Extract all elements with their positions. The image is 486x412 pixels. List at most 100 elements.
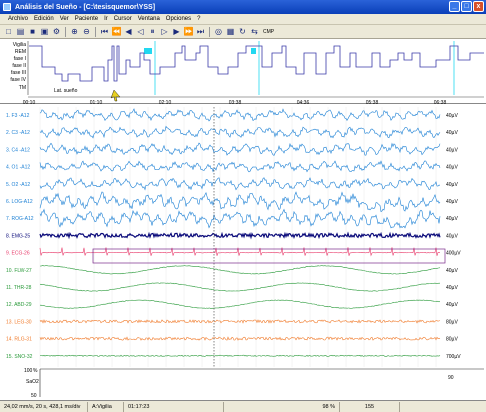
menu-ver[interactable]: Ver bbox=[59, 16, 69, 22]
channel-label[interactable]: 14. RLG-31 bbox=[6, 337, 32, 343]
menu-opciones[interactable]: Opciones bbox=[165, 16, 192, 22]
channel-trace bbox=[39, 299, 441, 309]
menu-ventana[interactable]: Ventana bbox=[137, 16, 160, 22]
open-icon[interactable]: ▤ bbox=[16, 27, 25, 36]
status-bar: 24,02 mm/s, 20 s, 428,1 ms/div A:Vigilia… bbox=[0, 400, 486, 412]
channel-unit: 80µV bbox=[446, 337, 458, 343]
close-button[interactable]: x bbox=[473, 1, 484, 12]
compare-icon[interactable]: ⇆ bbox=[251, 27, 258, 36]
sao2-top-value: 100 bbox=[24, 368, 33, 374]
status-time: 01:17:23 bbox=[124, 401, 224, 412]
zoom-out-icon[interactable]: ⊖ bbox=[83, 27, 90, 36]
channel-label[interactable]: 13. LEG-30 bbox=[6, 319, 32, 325]
menu-archivo[interactable]: Archivo bbox=[8, 16, 29, 22]
minimize-button[interactable]: _ bbox=[449, 1, 460, 12]
new-icon[interactable]: □ bbox=[6, 27, 11, 36]
latency-label: Lat. sueño bbox=[54, 88, 78, 94]
channel-trace bbox=[39, 231, 441, 240]
title-bar: Análisis del Sueño - [C:\tesisquemor\YSS… bbox=[0, 0, 486, 14]
back-icon[interactable]: ◁ bbox=[137, 27, 144, 36]
channel-trace bbox=[39, 282, 440, 292]
menu-bar: Archivo Edición Ver Paciente Ir Cursor V… bbox=[0, 14, 486, 25]
time-tick: 04:36 bbox=[297, 100, 310, 106]
menu-paciente[interactable]: Paciente bbox=[74, 16, 99, 22]
channel-trace bbox=[39, 177, 441, 191]
last-icon[interactable]: ⏭ bbox=[196, 26, 205, 36]
time-axis: 00:10 01:10 02:10 03:38 04:36 05:38 06:3… bbox=[23, 96, 484, 106]
channel-label[interactable]: 1. F3 -A12 bbox=[6, 113, 30, 119]
channel-unit: 40µV bbox=[446, 130, 458, 136]
prev-page-icon[interactable]: ⏪ bbox=[111, 27, 122, 36]
hypnogram-panel[interactable]: Vigilia REM fase I fase II fase III fase… bbox=[0, 39, 486, 104]
hypnogram-trace bbox=[29, 45, 484, 82]
channel-label[interactable]: 9. ECG-26 bbox=[6, 251, 30, 257]
channel-unit: 80µV bbox=[446, 319, 458, 325]
toolbar: □ ▤ ■ ▣ ⚙ ⊕ ⊖ ⏮ ⏪ ◀ ◁ ⏸ ▷ ▶ ⏩ ⏭ ◎ ▦ ↻ ⇆ … bbox=[0, 25, 486, 39]
channel-label[interactable]: 7. ROG-A12 bbox=[6, 216, 34, 222]
menu-edicion[interactable]: Edición bbox=[34, 16, 54, 22]
channel-label[interactable]: 8. EMG-25 bbox=[6, 233, 30, 239]
channel-trace bbox=[39, 319, 441, 324]
next-page-icon[interactable]: ⏩ bbox=[183, 27, 194, 36]
time-tick: 02:10 bbox=[159, 100, 172, 106]
stage-label-tm: TM bbox=[19, 85, 26, 91]
zoom-in-icon[interactable]: ⊕ bbox=[71, 27, 78, 36]
channel-trace bbox=[39, 336, 441, 341]
rem-marker bbox=[251, 48, 256, 54]
channel-unit: 40µV bbox=[446, 165, 458, 171]
channel-label[interactable]: 10. FLW-27 bbox=[6, 268, 32, 274]
cycle-icon[interactable]: ↻ bbox=[239, 27, 246, 36]
channel-trace bbox=[39, 142, 441, 156]
status-epoch: 155 bbox=[340, 401, 400, 412]
maximize-button[interactable]: □ bbox=[461, 1, 472, 12]
channel-unit: 40µV bbox=[446, 302, 458, 308]
time-tick: 03:38 bbox=[229, 100, 242, 106]
settings-icon[interactable]: ⚙ bbox=[52, 27, 61, 36]
stage-label-fase1: fase I bbox=[14, 56, 26, 62]
channel-label[interactable]: 6. LOG-A12 bbox=[6, 199, 33, 205]
first-icon[interactable]: ⏮ bbox=[100, 26, 109, 36]
channel-unit: 700µV bbox=[446, 354, 461, 360]
channel-label[interactable]: 4. O1 -A12 bbox=[6, 165, 30, 171]
cmp-label[interactable]: CMP bbox=[263, 28, 275, 35]
channel-unit: 40µV bbox=[446, 216, 458, 222]
fast-forward-icon[interactable]: ▶ bbox=[173, 27, 180, 36]
pause-icon[interactable]: ⏸ bbox=[150, 26, 155, 36]
channel-label[interactable]: 2. C3 -A12 bbox=[6, 130, 30, 136]
sao2-marker-value: 90 bbox=[448, 375, 454, 381]
channel-trace bbox=[39, 160, 441, 173]
channel-label[interactable]: 11. THR-28 bbox=[6, 285, 32, 291]
binoculars-icon[interactable]: ◎ bbox=[215, 27, 222, 36]
stage-label-fase2: fase II bbox=[12, 63, 26, 69]
menu-ir[interactable]: Ir bbox=[104, 16, 108, 22]
save-icon[interactable]: ■ bbox=[30, 27, 35, 36]
time-tick: 06:38 bbox=[434, 100, 447, 106]
channel-trace bbox=[39, 191, 441, 213]
status-stage: A:Vigilia bbox=[88, 401, 124, 412]
ecg-selection-box[interactable] bbox=[92, 248, 446, 264]
rewind-icon[interactable]: ◀ bbox=[125, 27, 132, 36]
channel-trace bbox=[39, 247, 441, 257]
channel-label[interactable]: 15. SNO-32 bbox=[6, 354, 33, 360]
signal-panel[interactable]: 1. F3 -A12 40µV 2. C3 -A12 40µV 3. C4 -A12 40… bbox=[0, 107, 486, 399]
menu-cursor[interactable]: Cursor bbox=[113, 16, 132, 22]
time-tick: 05:38 bbox=[366, 100, 379, 106]
grid-icon[interactable]: ▦ bbox=[226, 27, 235, 36]
print-icon[interactable]: ▣ bbox=[40, 27, 49, 36]
channel-trace bbox=[39, 265, 441, 275]
channel-label[interactable]: 12. ABD-29 bbox=[6, 302, 32, 308]
channel-trace bbox=[39, 208, 441, 229]
forward-icon[interactable]: ▷ bbox=[161, 27, 168, 36]
channel-unit: 40µV bbox=[446, 147, 458, 153]
channel-unit: 40µV bbox=[446, 268, 458, 274]
menu-help[interactable]: ? bbox=[197, 16, 201, 22]
channel-unit: 40µV bbox=[446, 285, 458, 291]
channel-label[interactable]: 3. C4 -A12 bbox=[6, 147, 30, 153]
channel-label[interactable]: 5. O2 -A12 bbox=[6, 182, 30, 188]
sao2-bottom-value: 50 bbox=[31, 393, 37, 399]
app-icon bbox=[3, 3, 11, 11]
channel-unit: 40µV bbox=[446, 233, 458, 239]
rem-marker bbox=[144, 48, 152, 54]
sao2-label: SaO2 bbox=[26, 379, 39, 385]
channel-unit: 40µV bbox=[446, 199, 458, 205]
